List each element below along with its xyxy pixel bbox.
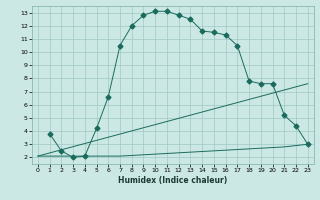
X-axis label: Humidex (Indice chaleur): Humidex (Indice chaleur) [118, 176, 228, 185]
